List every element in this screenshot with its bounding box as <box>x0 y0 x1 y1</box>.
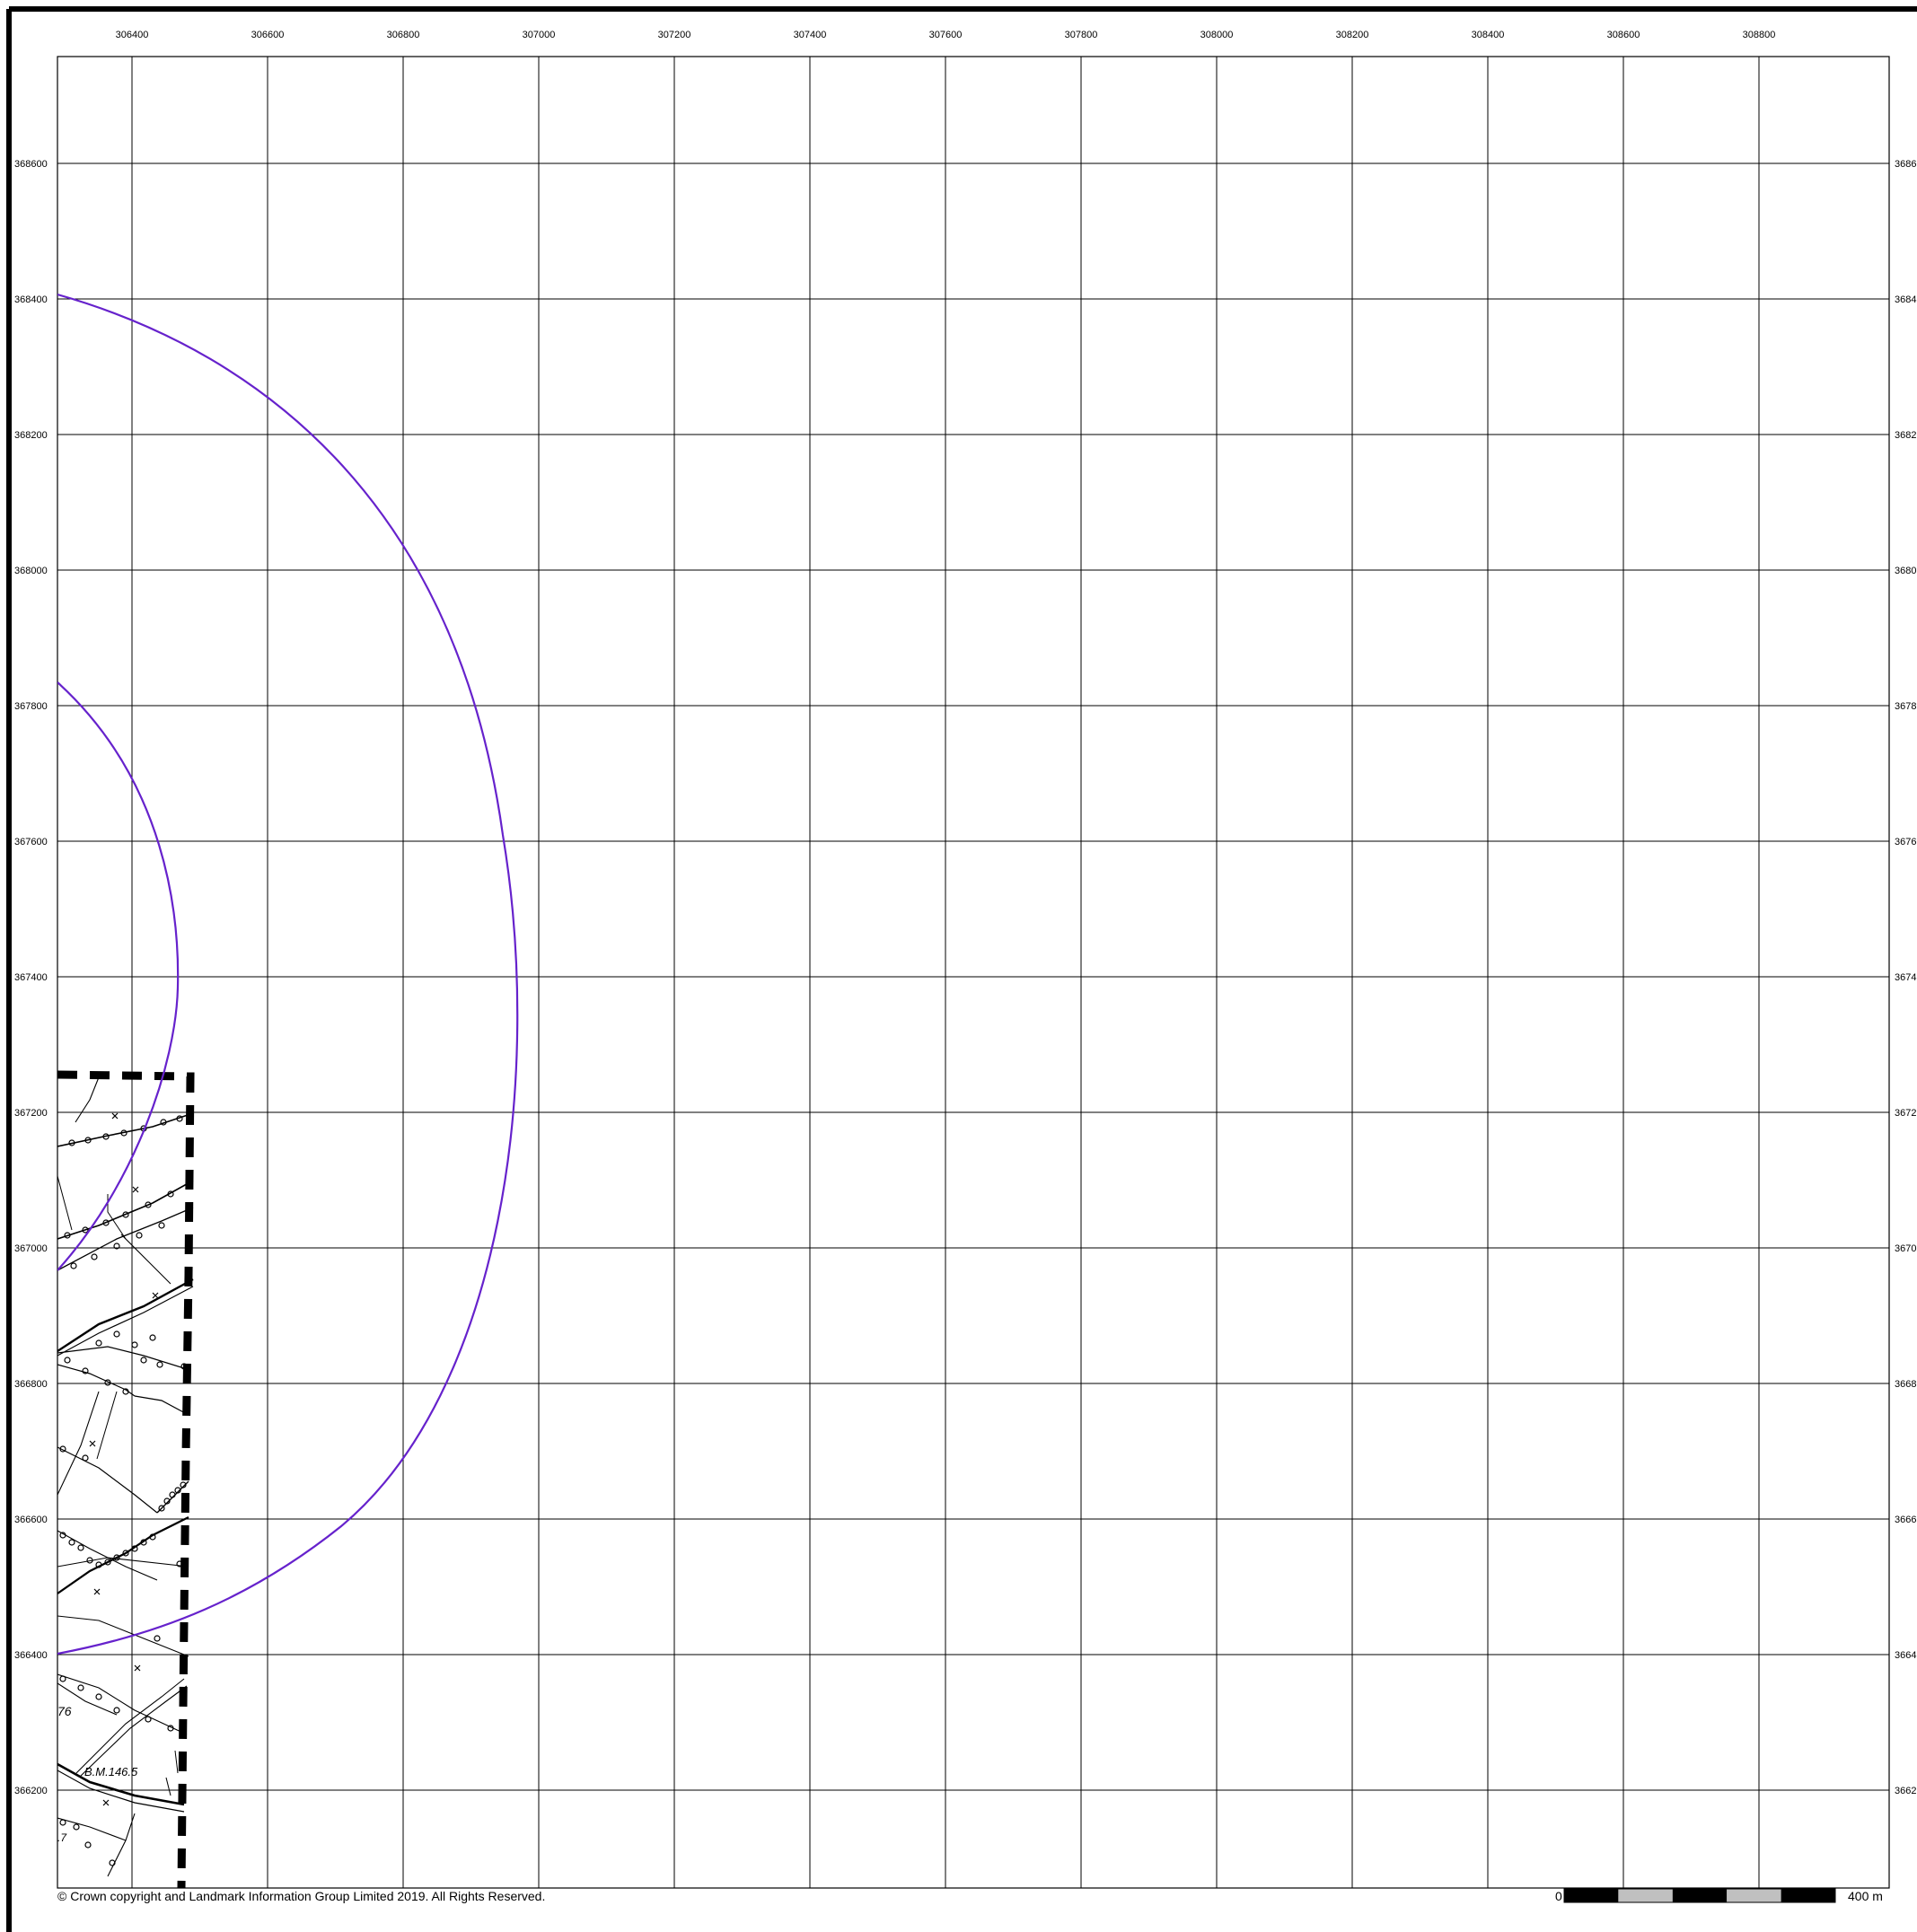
northing-label-right: 3662 <box>1895 1786 1916 1796</box>
inner-buffer-ring <box>57 681 180 1271</box>
field-boundary <box>57 1391 100 1496</box>
copyright-notice: © Crown copyright and Landmark Informati… <box>57 1889 545 1903</box>
field-boundary <box>80 1685 188 1777</box>
field-boundary <box>57 1112 194 1147</box>
scale-bar-segment <box>1618 1889 1673 1902</box>
northing-label: 366400 <box>14 1650 48 1661</box>
easting-label: 307200 <box>658 30 691 40</box>
field-boundary <box>57 1446 158 1514</box>
easting-label: 306800 <box>387 30 420 40</box>
field-boundary <box>57 1673 188 1735</box>
northing-label: 368600 <box>14 159 48 170</box>
easting-label: 307000 <box>523 30 556 40</box>
benchmark-label: B.M.146.5 <box>84 1765 138 1778</box>
field-boundary <box>57 1364 136 1397</box>
northing-label-right: 3672 <box>1895 1108 1916 1119</box>
northing-label-right: 3680 <box>1895 566 1916 576</box>
scale-bar: 0 400 m <box>1555 1888 1883 1903</box>
field-boundary <box>57 1682 118 1716</box>
easting-label: 308200 <box>1336 30 1369 40</box>
northing-label-right: 3682 <box>1895 430 1916 441</box>
grid-labels: 306400 306600 306800 307000 307200 307400 3076… <box>14 30 1916 1796</box>
northing-label-right: 3676 <box>1895 837 1916 847</box>
field-boundary <box>75 1678 185 1774</box>
field-boundary <box>107 1813 136 1877</box>
grid-lines <box>57 57 1889 1888</box>
northing-label: 366600 <box>14 1515 48 1525</box>
northing-label: 368000 <box>14 566 48 576</box>
northing-label-right: 3666 <box>1895 1515 1916 1525</box>
field-boundary <box>57 1516 189 1594</box>
northing-label: 368200 <box>14 430 48 441</box>
northing-label: 367200 <box>14 1108 48 1119</box>
northing-label-right: 3678 <box>1895 701 1916 712</box>
northing-label: 367400 <box>14 972 48 983</box>
field-boundary <box>96 1391 118 1460</box>
northing-label-right: 3674 <box>1895 972 1916 983</box>
easting-label: 308400 <box>1472 30 1505 40</box>
field-boundary <box>57 1817 127 1841</box>
field-boundary <box>107 1194 127 1240</box>
northing-label: 366800 <box>14 1379 48 1390</box>
tree-symbols <box>89 1112 159 1806</box>
northing-label-right: 3670 <box>1895 1243 1916 1254</box>
northing-label: 368400 <box>14 294 48 305</box>
field-boundary <box>75 1076 100 1123</box>
northing-label-right: 3668 <box>1895 1379 1916 1390</box>
field-boundary <box>57 1557 189 1568</box>
scale-bar-segment <box>1727 1889 1781 1902</box>
scale-start-label: 0 <box>1555 1889 1562 1903</box>
easting-label: 307400 <box>794 30 827 40</box>
scale-segments <box>1564 1889 1835 1902</box>
field-boundary <box>165 1777 171 1796</box>
northing-label: 367600 <box>14 837 48 847</box>
northing-label-right: 3684 <box>1895 294 1916 305</box>
field-boundary <box>57 1175 73 1231</box>
easting-label: 306600 <box>251 30 285 40</box>
historical-map-fragment <box>57 1076 194 1877</box>
scale-bar-segment <box>1781 1889 1835 1902</box>
outer-buffer-ring <box>57 293 519 1655</box>
road <box>57 1770 185 1813</box>
easting-label: 306400 <box>116 30 149 40</box>
field-boundary <box>57 1286 194 1357</box>
field-boundary <box>57 1346 188 1370</box>
easting-label: 308800 <box>1743 30 1776 40</box>
parcel-number-label: 76 <box>57 1704 72 1718</box>
scale-bar-segment <box>1564 1889 1619 1902</box>
field-boundary <box>57 1207 194 1271</box>
fragment-number-label: .7 <box>57 1831 67 1844</box>
field-boundary <box>174 1750 179 1774</box>
northing-label-right: 3686 <box>1895 159 1916 170</box>
northing-label-right: 3664 <box>1895 1650 1916 1661</box>
sheet-border <box>6 6 1917 1932</box>
field-boundary <box>134 1395 188 1415</box>
scale-bar-segment <box>1672 1889 1728 1902</box>
field-boundary <box>57 1615 189 1657</box>
easting-label: 307600 <box>929 30 963 40</box>
easting-label: 308600 <box>1607 30 1640 40</box>
easting-label: 307800 <box>1065 30 1098 40</box>
field-boundary <box>57 1278 194 1353</box>
map-frame <box>57 56 1890 1889</box>
northing-label: 367800 <box>14 701 48 712</box>
northing-label: 367000 <box>14 1243 48 1254</box>
northing-label: 366200 <box>14 1786 48 1796</box>
road <box>57 1762 185 1806</box>
hedge-symbols <box>59 1115 188 1866</box>
field-boundary <box>120 1234 171 1285</box>
site-boundary <box>57 1070 195 1888</box>
easting-label: 308000 <box>1200 30 1234 40</box>
scale-end-label: 400 m <box>1848 1889 1883 1903</box>
